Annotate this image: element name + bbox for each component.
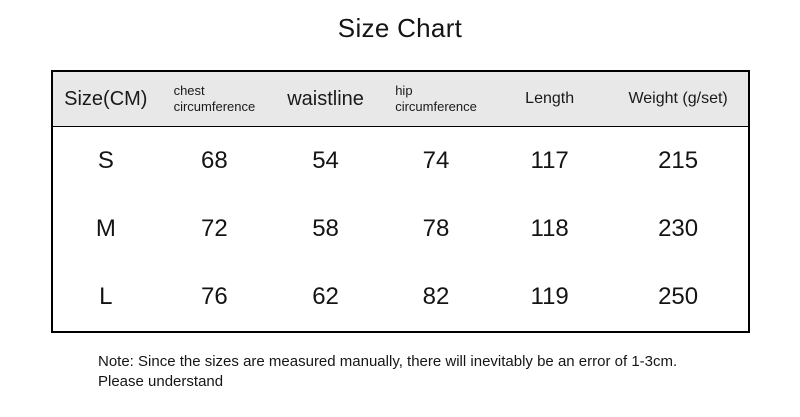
size-cell: L xyxy=(52,262,159,332)
page-title: Size Chart xyxy=(337,13,463,43)
chest-value: 76 xyxy=(158,262,271,332)
size-cell: S xyxy=(52,126,159,195)
column-header-size: Size(CM) xyxy=(52,71,159,127)
size-table: Size(CM) chest circumference waistline h… xyxy=(51,70,750,333)
table-row-l: L 76 62 82 119 250 xyxy=(52,262,749,332)
weight-value: 215 xyxy=(608,126,749,195)
note-line-2: Please understand xyxy=(98,372,224,390)
waist-value: 58 xyxy=(270,195,381,263)
size-cell: M xyxy=(52,195,159,263)
weight-value: 250 xyxy=(608,262,749,332)
length-value: 119 xyxy=(491,262,609,332)
column-header-chest: chest circumference xyxy=(158,71,271,127)
hip-value: 78 xyxy=(380,195,492,263)
note-text: Note: Since the sizes are measured manua… xyxy=(98,352,758,391)
column-header-chest-line1: chest xyxy=(173,82,205,98)
column-header-chest-line2: circumference xyxy=(173,99,256,114)
waist-value: 62 xyxy=(270,262,381,332)
column-header-hip-line2: circumference xyxy=(395,99,477,114)
column-header-length: Length xyxy=(491,71,609,127)
note-line-1: Note: Since the sizes are measured manua… xyxy=(98,353,678,370)
column-header-waistline: waistline xyxy=(270,71,381,127)
hip-value: 82 xyxy=(380,262,492,332)
table-row-s: S 68 54 74 117 215 xyxy=(52,126,749,195)
weight-value: 230 xyxy=(608,195,749,263)
waist-value: 54 xyxy=(270,126,381,195)
chest-value: 72 xyxy=(158,195,271,263)
column-header-weight: Weight (g/set) xyxy=(608,71,749,127)
chest-value: 68 xyxy=(158,126,271,195)
table-row-m: M 72 58 78 118 230 xyxy=(52,195,749,263)
length-value: 118 xyxy=(491,195,609,263)
column-header-hip-line1: hip xyxy=(395,82,413,98)
column-header-hip: hip circumference xyxy=(380,71,492,127)
hip-value: 74 xyxy=(380,126,492,195)
length-value: 117 xyxy=(491,126,609,195)
table-header-row: Size(CM) chest circumference waistline h… xyxy=(52,71,749,127)
